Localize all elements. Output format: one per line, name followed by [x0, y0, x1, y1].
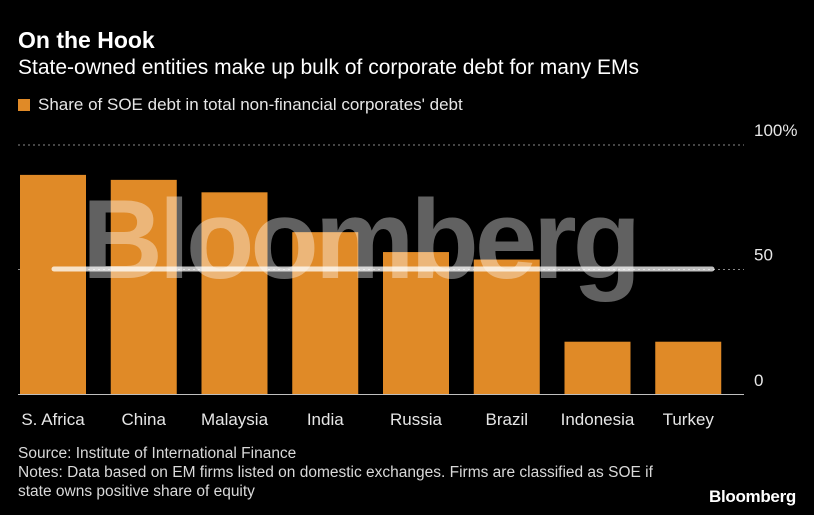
- legend-label: Share of SOE debt in total non-financial…: [38, 95, 463, 114]
- bar: [564, 341, 631, 394]
- notes-text: Notes: Data based on EM firms listed on …: [18, 464, 653, 500]
- x-tick-label: Indonesia: [561, 410, 635, 429]
- y-tick-label: 100%: [754, 121, 797, 140]
- bar: [383, 252, 449, 394]
- x-tick-label: Russia: [390, 410, 443, 429]
- brand-logo: Bloomberg: [708, 487, 796, 506]
- x-tick-label: India: [307, 410, 344, 429]
- x-tick-label: Turkey: [663, 410, 715, 429]
- bar: [110, 179, 177, 394]
- y-tick-label: 0: [754, 371, 763, 390]
- bar: [292, 232, 359, 394]
- bar: [201, 192, 268, 394]
- chart-subtitle: State-owned entities make up bulk of cor…: [18, 56, 639, 79]
- legend: Share of SOE debt in total non-financial…: [18, 95, 463, 115]
- chart-title: On the Hook: [18, 27, 155, 53]
- y-tick-label: 50: [754, 246, 773, 265]
- legend-swatch: [18, 99, 30, 111]
- bar: [20, 174, 86, 394]
- x-tick-label: Brazil: [485, 410, 528, 429]
- x-tick-label: Malaysia: [201, 410, 269, 429]
- x-tick-label: S. Africa: [21, 410, 85, 429]
- source-note: Source: Institute of International Finan…: [18, 445, 297, 462]
- bar: [655, 341, 722, 394]
- bar: [473, 259, 540, 394]
- x-tick-label: China: [122, 410, 167, 429]
- bar-chart: 0 50 100% S. Africa China Malaysia India Russia…: [18, 121, 797, 429]
